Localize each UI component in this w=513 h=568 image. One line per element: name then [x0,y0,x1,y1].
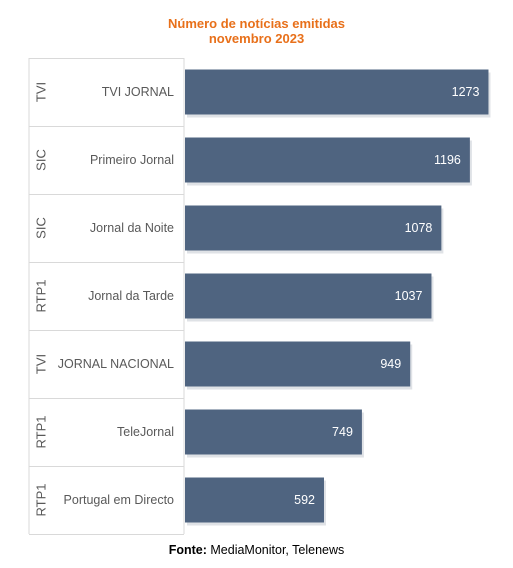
data-label: 749 [332,425,353,439]
group-label: RTP1 [34,280,49,313]
data-label: 592 [294,493,315,507]
data-label: 1273 [452,85,480,99]
source-label: Fonte: [168,543,207,557]
bar [185,273,432,319]
source-note: Fonte: MediaMonitor, Telenews [0,543,513,557]
data-label: 949 [380,357,401,371]
category-label: TeleJornal [117,425,174,439]
chart-subtitle: novembro 2023 [208,31,305,46]
data-label: 1196 [434,153,461,167]
group-label: TVI [34,82,49,102]
bar [185,409,362,455]
group-label: RTP1 [34,416,49,449]
category-label: Jornal da Noite [90,221,174,235]
chart-title: Número de notícias emitidas [168,16,345,31]
bar [185,205,442,251]
category-label: Jornal da Tarde [88,289,174,303]
category-label: TVI JORNAL [102,85,174,99]
bar [185,477,324,523]
category-label: Portugal em Directo [64,493,175,507]
bar [185,341,411,387]
group-label: SIC [34,217,49,239]
source-text: MediaMonitor, Telenews [210,543,345,557]
group-label: SIC [34,149,49,171]
group-label: RTP1 [34,484,49,517]
bar-chart: TVI TVI JORNAL 1273 SIC Primeiro Jornal 1196 S… [28,58,491,535]
group-label: TVI [34,354,49,374]
category-label: JORNAL NACIONAL [58,357,174,371]
data-label: 1078 [405,221,433,235]
data-label: 1037 [395,289,423,303]
bar [185,69,489,115]
category-label: Primeiro Jornal [90,153,174,167]
bar [185,137,470,183]
